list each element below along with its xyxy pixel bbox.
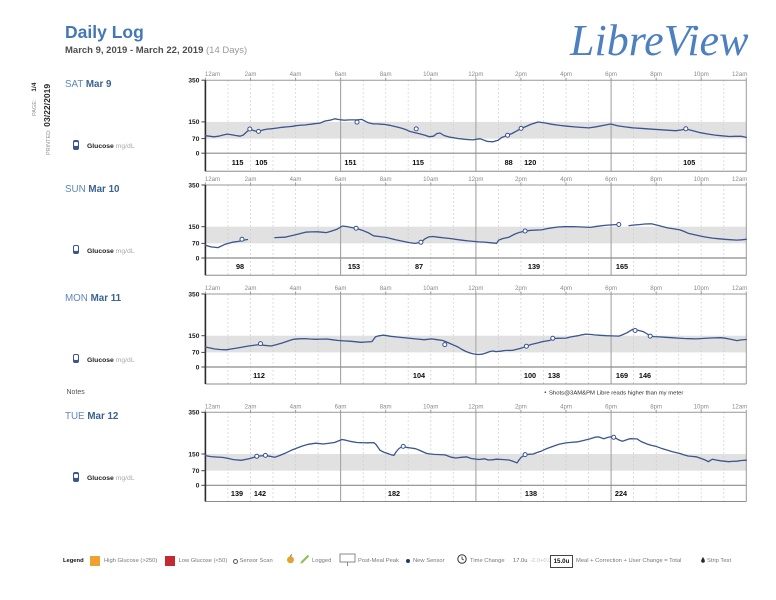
- svg-text:100: 100: [524, 371, 536, 380]
- svg-text:4pm: 4pm: [560, 285, 572, 292]
- svg-text:0: 0: [196, 483, 200, 490]
- svg-text:120: 120: [524, 158, 536, 167]
- svg-text:0: 0: [196, 151, 200, 158]
- svg-text:165: 165: [616, 262, 628, 271]
- svg-text:105: 105: [255, 158, 267, 167]
- svg-text:350: 350: [188, 78, 199, 85]
- svg-text:115: 115: [232, 158, 244, 167]
- svg-text:12am: 12am: [205, 403, 220, 410]
- svg-text:169: 169: [616, 371, 628, 380]
- svg-text:6am: 6am: [335, 285, 347, 292]
- svg-text:115: 115: [412, 158, 424, 167]
- svg-text:10pm: 10pm: [694, 176, 709, 183]
- svg-text:139: 139: [528, 262, 540, 271]
- svg-text:2pm: 2pm: [515, 176, 527, 183]
- svg-text:88: 88: [505, 158, 513, 167]
- svg-text:4pm: 4pm: [560, 176, 572, 183]
- svg-text:4am: 4am: [290, 403, 302, 410]
- svg-text:350: 350: [188, 182, 199, 189]
- svg-text:0: 0: [196, 255, 200, 262]
- svg-text:153: 153: [348, 262, 360, 271]
- svg-text:Shots@3AM&PM Libre reads highe: Shots@3AM&PM Libre reads higher than my …: [549, 390, 683, 396]
- svg-text:112: 112: [253, 371, 265, 380]
- svg-text:10pm: 10pm: [694, 403, 709, 410]
- svg-text:8am: 8am: [380, 176, 392, 183]
- svg-text:6am: 6am: [335, 71, 347, 78]
- svg-text:105: 105: [683, 158, 695, 167]
- svg-text:87: 87: [415, 262, 423, 271]
- svg-text:10am: 10am: [423, 285, 438, 292]
- svg-text:4pm: 4pm: [560, 403, 572, 410]
- svg-text:12pm: 12pm: [468, 403, 483, 410]
- svg-text:12am: 12am: [205, 176, 220, 183]
- svg-text:138: 138: [525, 489, 537, 498]
- svg-text:8pm: 8pm: [650, 71, 662, 78]
- svg-text:0: 0: [196, 364, 200, 371]
- svg-text:2am: 2am: [245, 71, 257, 78]
- svg-text:2am: 2am: [245, 403, 257, 410]
- svg-text:6pm: 6pm: [605, 71, 617, 78]
- svg-text:12pm: 12pm: [468, 176, 483, 183]
- svg-text:70: 70: [192, 468, 200, 475]
- svg-text:150: 150: [188, 451, 199, 458]
- svg-text:2pm: 2pm: [515, 403, 527, 410]
- svg-text:8am: 8am: [380, 71, 392, 78]
- svg-text:4am: 4am: [290, 176, 302, 183]
- svg-text:12am: 12am: [732, 285, 747, 292]
- svg-text:8am: 8am: [380, 403, 392, 410]
- svg-text:4am: 4am: [290, 71, 302, 78]
- svg-text:139: 139: [231, 489, 243, 498]
- svg-text:8am: 8am: [380, 285, 392, 292]
- svg-text:142: 142: [254, 489, 266, 498]
- svg-text:4am: 4am: [290, 285, 302, 292]
- svg-text:6pm: 6pm: [605, 285, 617, 292]
- svg-text:98: 98: [236, 262, 244, 271]
- svg-text:150: 150: [188, 119, 199, 126]
- svg-text:224: 224: [615, 489, 628, 498]
- svg-text:2pm: 2pm: [515, 285, 527, 292]
- svg-text:12am: 12am: [205, 71, 220, 78]
- svg-text:10am: 10am: [423, 71, 438, 78]
- svg-text:10am: 10am: [423, 176, 438, 183]
- svg-text:151: 151: [344, 158, 356, 167]
- svg-text:12am: 12am: [732, 176, 747, 183]
- svg-text:12pm: 12pm: [468, 285, 483, 292]
- svg-text:350: 350: [188, 410, 199, 417]
- svg-text:70: 70: [192, 350, 200, 357]
- svg-text:2pm: 2pm: [515, 71, 527, 78]
- svg-text:2am: 2am: [245, 285, 257, 292]
- svg-text:6pm: 6pm: [605, 176, 617, 183]
- svg-text:6am: 6am: [335, 403, 347, 410]
- svg-text:150: 150: [188, 333, 199, 340]
- svg-text:12pm: 12pm: [468, 71, 483, 78]
- svg-text:8pm: 8pm: [650, 285, 662, 292]
- svg-text:8pm: 8pm: [650, 403, 662, 410]
- svg-text:70: 70: [192, 136, 200, 143]
- svg-text:104: 104: [413, 371, 426, 380]
- svg-text:12am: 12am: [732, 403, 747, 410]
- svg-text:350: 350: [188, 291, 199, 298]
- svg-text:12am: 12am: [205, 285, 220, 292]
- svg-text:182: 182: [388, 489, 400, 498]
- svg-text:150: 150: [188, 224, 199, 231]
- svg-text:12am: 12am: [732, 71, 747, 78]
- svg-text:138: 138: [548, 371, 560, 380]
- svg-text:146: 146: [639, 371, 651, 380]
- svg-text:10am: 10am: [423, 403, 438, 410]
- svg-text:2am: 2am: [245, 176, 257, 183]
- svg-text:70: 70: [192, 241, 200, 248]
- svg-text:6pm: 6pm: [605, 403, 617, 410]
- svg-text:10pm: 10pm: [694, 285, 709, 292]
- svg-text:10pm: 10pm: [694, 71, 709, 78]
- svg-text:6am: 6am: [335, 176, 347, 183]
- svg-text:8pm: 8pm: [650, 176, 662, 183]
- svg-text:4pm: 4pm: [560, 71, 572, 78]
